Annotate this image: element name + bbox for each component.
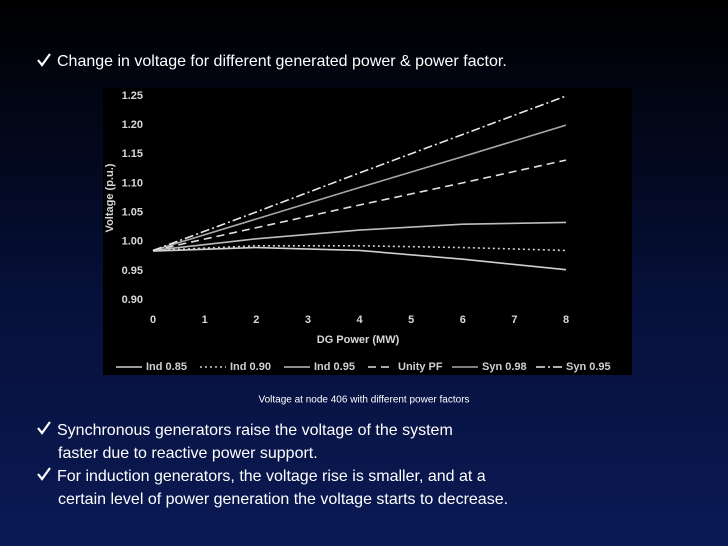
bullet-text: Synchronous generators raise the voltage… <box>57 422 453 439</box>
chart-background <box>103 88 632 375</box>
legend-label: Syn 0.98 <box>482 361 527 373</box>
bullet-text: certain level of power generation the vo… <box>58 491 508 508</box>
x-tick-label: 2 <box>253 314 259 326</box>
x-tick-label: 5 <box>408 314 414 326</box>
x-axis-title: DG Power (MW) <box>317 334 400 346</box>
caption: Voltage at node 406 with different power… <box>258 395 469 406</box>
check-icon <box>37 421 51 435</box>
bullet-text: For induction generators, the voltage ri… <box>57 468 486 485</box>
legend-label: Ind 0.90 <box>230 361 271 373</box>
check-icon <box>37 53 51 67</box>
y-tick-label: 1.10 <box>122 177 143 189</box>
y-tick-label: 1.25 <box>122 90 143 102</box>
check-icon <box>37 467 51 481</box>
y-tick-label: 1.00 <box>122 236 143 248</box>
heading: Change in voltage for different generate… <box>57 53 507 70</box>
legend-label: Syn 0.95 <box>566 361 611 373</box>
legend-label: Ind 0.95 <box>314 361 355 373</box>
y-tick-label: 1.15 <box>122 148 143 160</box>
series-line <box>152 244 567 252</box>
y-tick-label: 1.05 <box>122 206 143 218</box>
series-line <box>152 124 567 252</box>
series-line <box>152 221 567 252</box>
legend-label: Unity PF <box>398 361 443 373</box>
series-line <box>152 246 567 271</box>
x-tick-label: 6 <box>460 314 466 326</box>
y-axis-title: Voltage (p.u.) <box>104 163 116 232</box>
x-tick-label: 7 <box>511 314 517 326</box>
y-tick-label: 0.90 <box>122 294 143 306</box>
x-tick-label: 1 <box>202 314 208 326</box>
y-tick-label: 0.95 <box>122 265 143 277</box>
series-line <box>152 159 567 252</box>
bullet-text: faster due to reactive power support. <box>58 445 318 462</box>
x-tick-label: 0 <box>150 314 156 326</box>
legend-label: Ind 0.85 <box>146 361 187 373</box>
x-tick-label: 4 <box>356 314 363 326</box>
x-tick-label: 3 <box>305 314 311 326</box>
series-line <box>152 95 567 252</box>
x-tick-label: 8 <box>563 314 569 326</box>
y-tick-label: 1.20 <box>122 119 143 131</box>
